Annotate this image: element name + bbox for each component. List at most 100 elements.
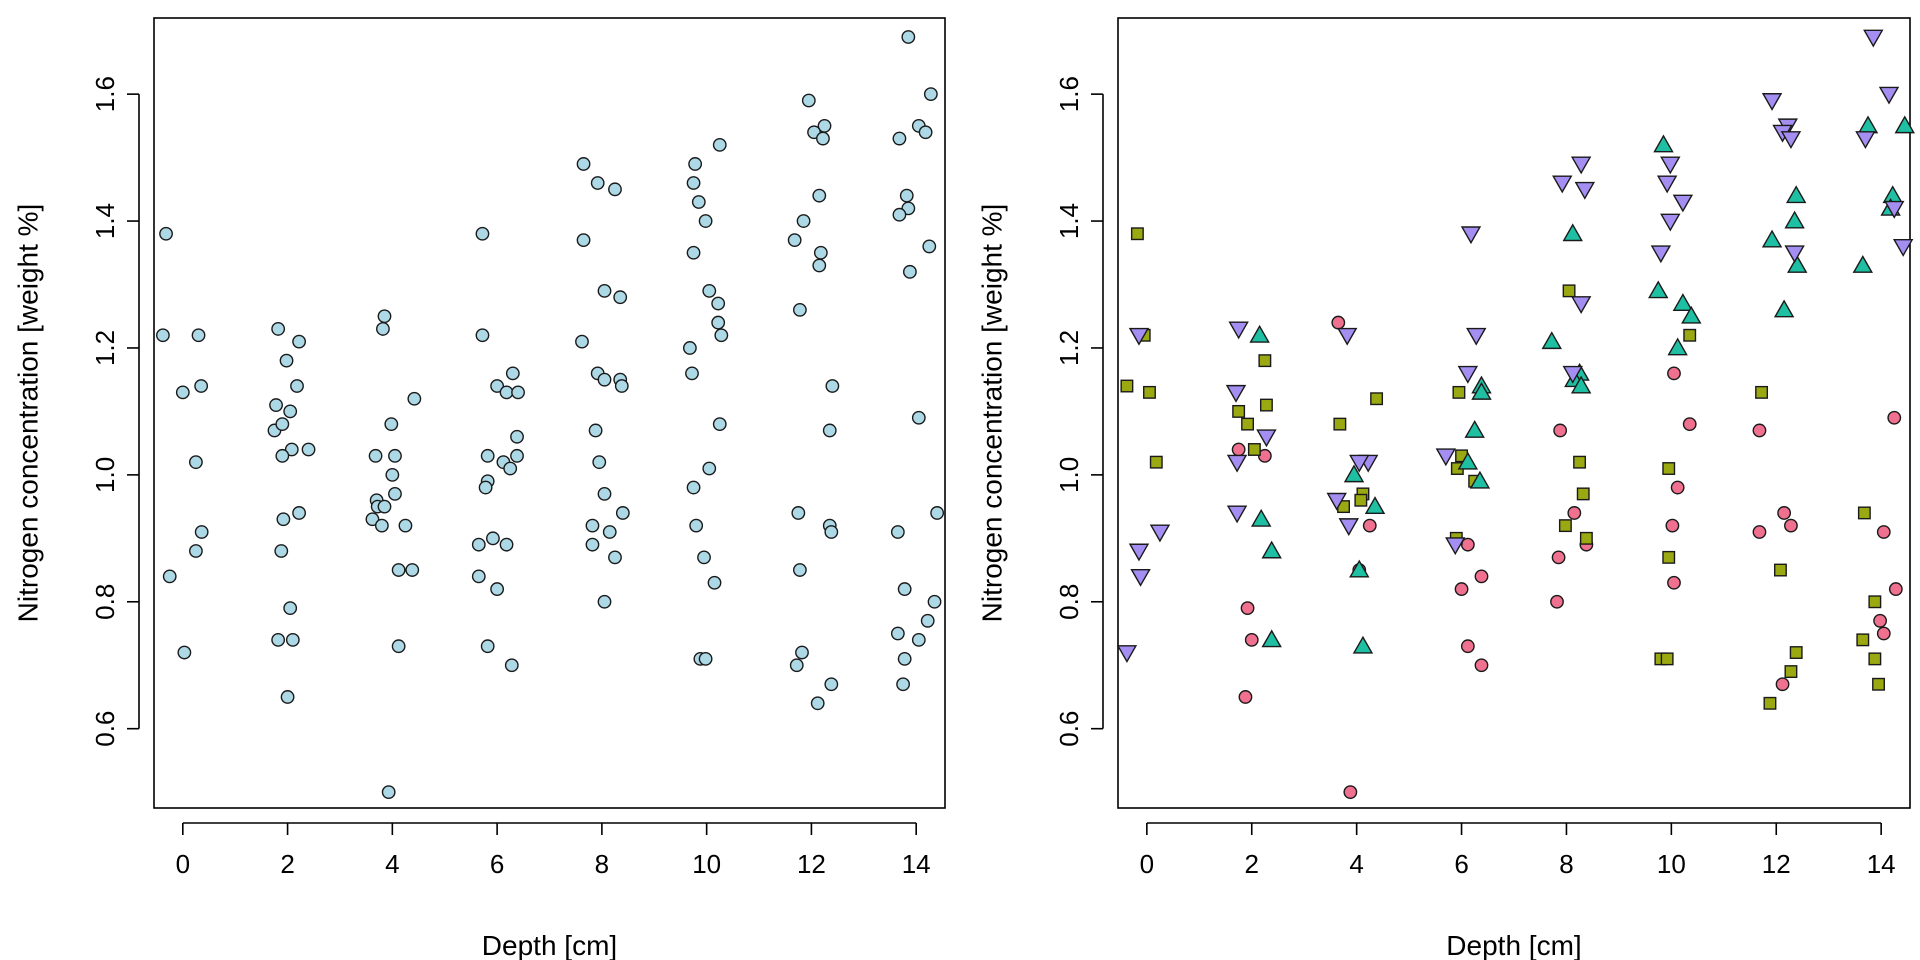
data-point <box>1763 696 1777 710</box>
series-square <box>1120 227 1885 710</box>
data-point <box>897 582 912 596</box>
data-point <box>1349 559 1370 578</box>
data-point <box>1567 506 1582 520</box>
data-point <box>480 448 495 463</box>
data-point <box>156 328 170 343</box>
data-point <box>1149 455 1163 469</box>
data-point <box>471 569 486 584</box>
data-point <box>486 531 500 546</box>
data-point <box>1884 200 1905 219</box>
data-point <box>698 214 713 228</box>
data-point <box>1648 280 1669 299</box>
data-point <box>159 226 173 241</box>
data-point <box>1343 785 1358 800</box>
data-point <box>1550 594 1564 609</box>
data-point <box>283 404 298 419</box>
data-point <box>1656 175 1678 194</box>
data-point <box>1225 384 1247 403</box>
data-point <box>813 245 828 260</box>
data-point <box>175 385 190 400</box>
data-point <box>1256 429 1277 448</box>
x-tick-label: 12 <box>797 849 826 879</box>
data-point <box>1464 420 1485 438</box>
data-point <box>1789 646 1803 659</box>
data-point <box>712 417 727 432</box>
data-point <box>274 544 289 558</box>
data-point <box>271 632 286 647</box>
data-point <box>585 518 600 533</box>
data-point <box>901 30 916 44</box>
data-point <box>1454 582 1469 596</box>
data-point <box>1670 480 1685 495</box>
data-point <box>575 334 589 349</box>
data-point <box>480 639 495 654</box>
data-point <box>597 487 612 501</box>
data-point <box>1326 492 1347 511</box>
data-point <box>398 518 413 533</box>
data-point <box>1787 255 1808 273</box>
data-point <box>1579 531 1593 545</box>
data-point <box>407 391 422 406</box>
data-point <box>930 506 945 520</box>
x-tick-label: 6 <box>490 849 504 879</box>
data-point <box>1681 305 1702 324</box>
left-scatter-panel: 0 2 4 6 8 10 12 14 0.6 0.8 1.0 1.2 1.4 1.6 Depth [cm] N… <box>12 17 946 960</box>
x-tick-label: 14 <box>902 849 931 879</box>
data-point <box>1855 131 1876 149</box>
data-point <box>1474 658 1489 673</box>
data-point <box>920 613 935 628</box>
data-point <box>384 417 399 432</box>
x-tick-label: 8 <box>595 849 609 879</box>
data-point <box>1784 245 1805 264</box>
data-point <box>1445 537 1466 556</box>
data-point <box>283 601 298 616</box>
data-point <box>290 379 304 393</box>
data-point <box>597 283 612 298</box>
data-point <box>1785 185 1807 204</box>
data-point <box>1773 563 1787 577</box>
data-point <box>1672 194 1694 213</box>
data-point <box>391 563 406 577</box>
data-point <box>1755 385 1769 399</box>
data-point <box>1128 543 1150 562</box>
data-point <box>686 176 701 190</box>
data-point <box>897 651 912 666</box>
data-point <box>787 233 802 247</box>
data-point <box>279 353 294 368</box>
x-tick-label: 4 <box>1349 849 1363 879</box>
data-point <box>1667 337 1688 356</box>
y-tick-label: 1.2 <box>90 330 120 366</box>
data-point <box>490 379 505 393</box>
data-point <box>795 645 809 660</box>
data-point <box>1228 321 1249 340</box>
data-point <box>1887 410 1902 425</box>
data-point <box>1354 493 1368 507</box>
data-point <box>1457 451 1479 470</box>
data-point <box>499 537 514 552</box>
data-point <box>1672 293 1694 311</box>
data-point <box>698 651 713 666</box>
data-point <box>365 512 380 527</box>
y-tick-label: 0.8 <box>90 584 120 620</box>
x-tick-label: 4 <box>385 849 399 879</box>
data-point <box>1761 229 1783 248</box>
data-point <box>189 455 203 470</box>
data-point <box>1892 238 1914 257</box>
x-tick-label: 6 <box>1454 849 1468 879</box>
data-point <box>588 423 603 438</box>
data-point <box>385 467 400 482</box>
data-point <box>405 563 420 577</box>
data-point <box>1226 505 1248 524</box>
data-point <box>922 239 937 254</box>
x-tick-label: 10 <box>692 849 721 879</box>
data-point <box>292 506 307 520</box>
data-point <box>899 188 914 203</box>
data-point <box>824 677 839 692</box>
data-point <box>1552 175 1573 194</box>
x-tick-label: 14 <box>1867 849 1896 879</box>
data-point <box>1471 381 1492 400</box>
x-tick-label: 0 <box>1140 849 1154 879</box>
data-point <box>1120 379 1134 393</box>
data-point <box>1130 227 1144 241</box>
plot-frame <box>1117 17 1911 809</box>
